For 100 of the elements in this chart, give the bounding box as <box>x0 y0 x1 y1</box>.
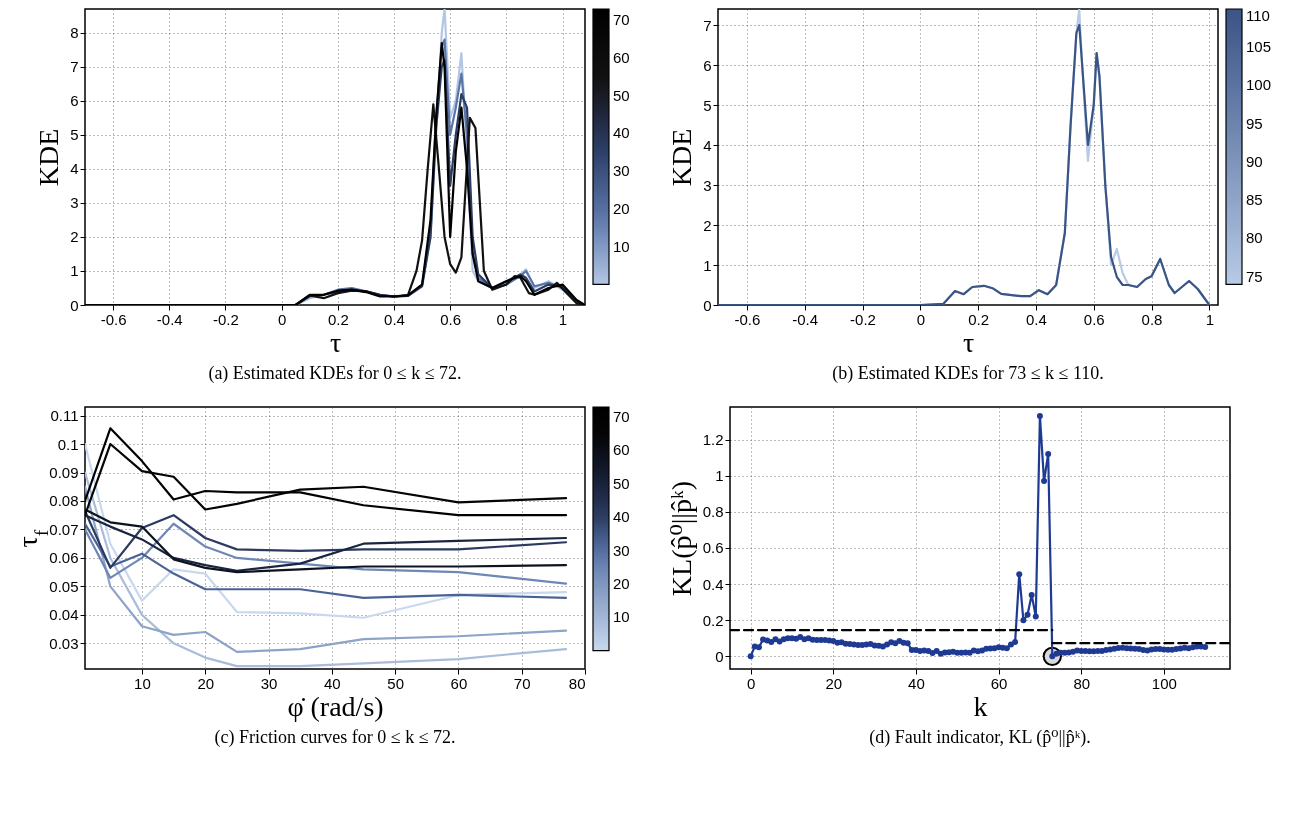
y-tick-label: 0 <box>70 296 79 314</box>
x-tick-label: 20 <box>197 674 215 692</box>
x-tick-label: 0.2 <box>327 310 349 328</box>
x-tick-label: 0 <box>277 310 287 328</box>
y-tick-label: 1 <box>715 467 724 485</box>
x-tick-label: 0.6 <box>440 310 462 328</box>
color-bar-label: 75 <box>1246 267 1263 285</box>
x-tick-label: 0.6 <box>1083 310 1105 328</box>
y-tick-label: 5 <box>703 96 712 114</box>
text: (b) Estimated KDEs for 73 ≤ k ≤ 110. <box>832 363 1104 384</box>
x-axis-title: φ̇ (rad/s) <box>287 690 384 722</box>
y-tick-label: 3 <box>703 176 712 194</box>
y-tick-label: 3 <box>70 194 79 212</box>
y-tick-label: 0 <box>703 296 712 314</box>
x-tick-label: 40 <box>323 674 341 692</box>
y-tick-label: 8 <box>70 24 79 42</box>
color-bar-label: 20 <box>613 199 630 217</box>
y-tick-label: 0.09 <box>49 464 79 481</box>
y-tick-label: 1.2 <box>702 431 724 449</box>
color-bar-label: 50 <box>613 474 630 492</box>
y-tick-label: 0.8 <box>702 503 724 521</box>
color-bar-label: 110 <box>1246 7 1270 24</box>
color-bar-label: 95 <box>1246 114 1263 132</box>
y-tick-label: 4 <box>703 136 712 154</box>
y-tick-label: 0.1 <box>57 435 79 453</box>
text: (c) Friction curves for 0 ≤ k ≤ 72. <box>214 727 456 748</box>
y-tick-label: 0.2 <box>702 611 724 629</box>
y-tick-label: 7 <box>70 58 79 76</box>
y-tick-label: 5 <box>70 126 79 144</box>
y-tick-label: 0.05 <box>49 577 79 595</box>
y-tick-label: 6 <box>703 56 712 74</box>
y-tick-label: 7 <box>703 16 712 34</box>
x-tick-label: -0.2 <box>213 310 239 328</box>
color-bar-label: 10 <box>613 608 630 626</box>
x-tick-label: -0.2 <box>850 310 876 328</box>
x-tick-label: -0.6 <box>100 310 127 328</box>
color-bar-label: 100 <box>1246 76 1272 94</box>
x-axis-title: τ <box>962 326 975 358</box>
y-tick-label: 0.6 <box>702 539 724 557</box>
color-bar-label: 90 <box>1246 152 1263 170</box>
y-tick-label: 1 <box>703 256 712 274</box>
x-axis-title: k <box>973 690 988 722</box>
x-tick-label: 80 <box>568 674 586 692</box>
x-tick-label: 30 <box>260 674 278 692</box>
y-tick-label: 0.06 <box>49 549 79 567</box>
y-tick-label: 2 <box>70 228 79 246</box>
x-tick-label: 100 <box>1151 674 1177 692</box>
line-series <box>85 442 568 619</box>
x-tick-label: 80 <box>1073 674 1091 692</box>
x-tick-label: 1 <box>1205 310 1214 328</box>
color-bar-label: 10 <box>613 237 630 255</box>
x-tick-label: -0.6 <box>734 310 761 328</box>
line-series <box>85 522 568 585</box>
y-axis-title: KDE <box>33 128 65 187</box>
y-tick-label: 0.4 <box>702 575 724 593</box>
x-tick-label: -0.4 <box>156 310 183 328</box>
x-axis-title: τ <box>329 326 342 358</box>
x-tick-label: 40 <box>908 674 925 692</box>
text: (a) Estimated KDEs for 0 ≤ k ≤ 72. <box>208 363 462 384</box>
x-tick-label: 0 <box>916 310 925 328</box>
color-bar-label: 30 <box>613 162 630 180</box>
color-bar-label: 60 <box>613 441 630 459</box>
x-tick-label: 1 <box>558 310 568 328</box>
y-axis-title: KDE <box>666 128 698 187</box>
y-tick-label: 0.08 <box>49 492 79 510</box>
color-bar-label: 85 <box>1246 191 1263 209</box>
color-bar-label: 40 <box>613 508 630 526</box>
color-bar-label: 80 <box>1246 229 1263 247</box>
x-tick-label: 60 <box>990 674 1008 692</box>
color-bar-label: 30 <box>613 541 630 559</box>
y-tick-label: 1 <box>70 262 79 280</box>
y-tick-label: 0.07 <box>49 520 79 538</box>
x-tick-label: 0.8 <box>1141 310 1163 328</box>
color-bar-label: 20 <box>613 574 630 592</box>
y-axis-title: KL(p̂⁰||p̂ᵏ) <box>665 480 697 597</box>
x-tick-label: 50 <box>387 674 404 692</box>
x-tick-label: 0.4 <box>384 310 405 328</box>
y-tick-label: 2 <box>703 216 712 234</box>
color-bar-label: 70 <box>613 11 630 29</box>
color-bar-label: 40 <box>613 124 630 142</box>
y-tick-label: 4 <box>70 160 79 178</box>
y-tick-label: 0.03 <box>49 634 79 652</box>
color-bar-label: 70 <box>613 408 630 426</box>
x-tick-label: 0.8 <box>496 310 518 328</box>
x-tick-label: 10 <box>134 674 151 692</box>
line-series <box>85 522 568 599</box>
y-tick-label: 0.04 <box>49 606 79 624</box>
color-bar-label: 60 <box>613 49 630 67</box>
x-tick-label: 70 <box>513 674 531 692</box>
x-tick-label: 20 <box>825 674 843 692</box>
x-tick-label: 0.4 <box>1025 310 1047 328</box>
x-tick-label: 60 <box>450 674 468 692</box>
color-bar-label: 105 <box>1246 38 1272 56</box>
color-bar-label: 50 <box>613 86 630 104</box>
x-tick-label: -0.4 <box>792 310 819 328</box>
y-tick-label: 6 <box>70 92 79 110</box>
y-tick-label: 0 <box>715 647 724 665</box>
text: (d) Fault indicator, KL (p̂⁰||p̂ᵏ). <box>869 727 1091 748</box>
x-tick-label: 0.2 <box>968 310 990 328</box>
x-tick-label: 0 <box>746 674 756 692</box>
